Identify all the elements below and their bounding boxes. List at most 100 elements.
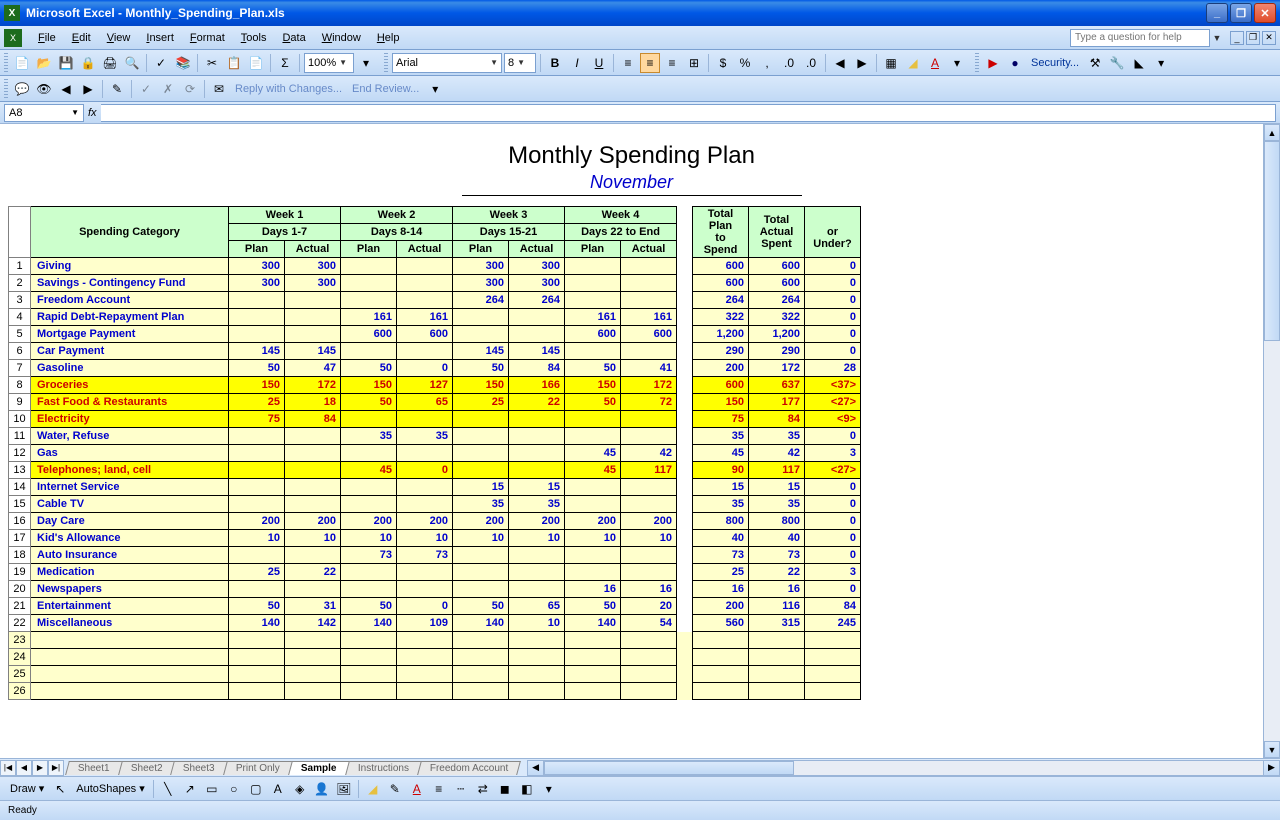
spelling-icon[interactable]: ✓: [151, 53, 171, 73]
actual-cell[interactable]: 0: [397, 598, 453, 615]
total-cell[interactable]: 84: [749, 411, 805, 428]
category-cell[interactable]: Day Care: [31, 513, 229, 530]
data-cell[interactable]: [229, 666, 285, 683]
data-cell[interactable]: [565, 632, 621, 649]
menu-tools[interactable]: Tools: [233, 30, 275, 46]
show-comment-icon[interactable]: 👁: [34, 79, 54, 99]
preview-icon[interactable]: 🔍: [122, 53, 142, 73]
total-cell[interactable]: 1,200: [693, 326, 749, 343]
font-name-combo[interactable]: Arial▼: [392, 53, 502, 73]
plan-cell[interactable]: 45: [565, 462, 621, 479]
total-cell[interactable]: 600: [749, 258, 805, 275]
data-cell[interactable]: [565, 683, 621, 700]
data-cell[interactable]: [453, 666, 509, 683]
doc-close-button[interactable]: ✕: [1262, 31, 1276, 45]
plan-cell[interactable]: [565, 496, 621, 513]
plan-cell[interactable]: 25: [229, 564, 285, 581]
line-style-icon[interactable]: ≡: [429, 779, 449, 799]
plan-cell[interactable]: [565, 564, 621, 581]
category-cell[interactable]: Electricity: [31, 411, 229, 428]
plan-cell[interactable]: [229, 547, 285, 564]
actual-cell[interactable]: 300: [509, 258, 565, 275]
plan-cell[interactable]: [229, 326, 285, 343]
actual-cell[interactable]: 300: [285, 275, 341, 292]
category-cell[interactable]: Entertainment: [31, 598, 229, 615]
menu-data[interactable]: Data: [274, 30, 313, 46]
plan-cell[interactable]: [341, 258, 397, 275]
plan-cell[interactable]: [229, 581, 285, 598]
table-row[interactable]: 24: [9, 649, 861, 666]
total-cell[interactable]: 116: [749, 598, 805, 615]
total-cell[interactable]: 150: [693, 394, 749, 411]
category-cell[interactable]: Telephones; land, cell: [31, 462, 229, 479]
actual-cell[interactable]: 41: [621, 360, 677, 377]
actual-cell[interactable]: [397, 445, 453, 462]
data-cell[interactable]: [565, 649, 621, 666]
actual-cell[interactable]: 73: [397, 547, 453, 564]
help-search-input[interactable]: [1070, 29, 1210, 47]
data-cell[interactable]: [509, 683, 565, 700]
actual-cell[interactable]: [397, 292, 453, 309]
reply-changes-link[interactable]: Reply with Changes...: [231, 83, 346, 95]
total-cell[interactable]: [693, 649, 749, 666]
tab-first-icon[interactable]: |◀: [0, 760, 16, 776]
table-row[interactable]: 25: [9, 666, 861, 683]
actual-cell[interactable]: 10: [621, 530, 677, 547]
merge-icon[interactable]: ⊞: [684, 53, 704, 73]
plan-cell[interactable]: 16: [565, 581, 621, 598]
actual-cell[interactable]: [397, 479, 453, 496]
plan-cell[interactable]: [341, 275, 397, 292]
plan-cell[interactable]: [453, 564, 509, 581]
table-row[interactable]: 9Fast Food & Restaurants2518506525225072…: [9, 394, 861, 411]
total-cell[interactable]: 0: [805, 581, 861, 598]
plan-cell[interactable]: [341, 411, 397, 428]
data-cell[interactable]: [397, 666, 453, 683]
dash-style-icon[interactable]: ┄: [451, 779, 471, 799]
plan-cell[interactable]: [453, 326, 509, 343]
total-cell[interactable]: 0: [805, 496, 861, 513]
plan-cell[interactable]: [341, 581, 397, 598]
actual-cell[interactable]: 172: [285, 377, 341, 394]
table-row[interactable]: 23: [9, 632, 861, 649]
plan-cell[interactable]: [565, 428, 621, 445]
total-cell[interactable]: 245: [805, 615, 861, 632]
total-cell[interactable]: 600: [693, 377, 749, 394]
table-row[interactable]: 21Entertainment50315005065502020011684: [9, 598, 861, 615]
total-cell[interactable]: 84: [805, 598, 861, 615]
plan-cell[interactable]: [341, 479, 397, 496]
total-cell[interactable]: [749, 649, 805, 666]
plan-cell[interactable]: 50: [341, 598, 397, 615]
align-right-icon[interactable]: ≡: [662, 53, 682, 73]
plan-cell[interactable]: [565, 275, 621, 292]
data-cell[interactable]: [509, 649, 565, 666]
actual-cell[interactable]: 20: [621, 598, 677, 615]
actual-cell[interactable]: [397, 258, 453, 275]
total-cell[interactable]: 35: [693, 496, 749, 513]
data-cell[interactable]: [341, 649, 397, 666]
name-box[interactable]: A8▼: [4, 104, 84, 122]
data-cell[interactable]: [509, 666, 565, 683]
sheet-tab[interactable]: Print Only: [223, 761, 293, 775]
actual-cell[interactable]: 161: [621, 309, 677, 326]
send-icon[interactable]: ✉: [209, 79, 229, 99]
currency-icon[interactable]: $: [713, 53, 733, 73]
actual-cell[interactable]: 300: [509, 275, 565, 292]
scroll-right-icon[interactable]: ▶: [1263, 761, 1279, 775]
plan-cell[interactable]: [341, 292, 397, 309]
tab-prev-icon[interactable]: ◀: [16, 760, 32, 776]
plan-cell[interactable]: [565, 343, 621, 360]
sheet-tab[interactable]: Freedom Account: [417, 761, 521, 775]
total-cell[interactable]: [805, 649, 861, 666]
plan-cell[interactable]: 300: [453, 258, 509, 275]
actual-cell[interactable]: [285, 309, 341, 326]
menu-window[interactable]: Window: [314, 30, 369, 46]
total-cell[interactable]: [805, 666, 861, 683]
total-cell[interactable]: 315: [749, 615, 805, 632]
total-cell[interactable]: 0: [805, 326, 861, 343]
total-cell[interactable]: [749, 666, 805, 683]
plan-cell[interactable]: 150: [341, 377, 397, 394]
actual-cell[interactable]: 161: [397, 309, 453, 326]
actual-cell[interactable]: [285, 496, 341, 513]
total-cell[interactable]: 0: [805, 479, 861, 496]
toolbar-grip[interactable]: [975, 53, 979, 73]
